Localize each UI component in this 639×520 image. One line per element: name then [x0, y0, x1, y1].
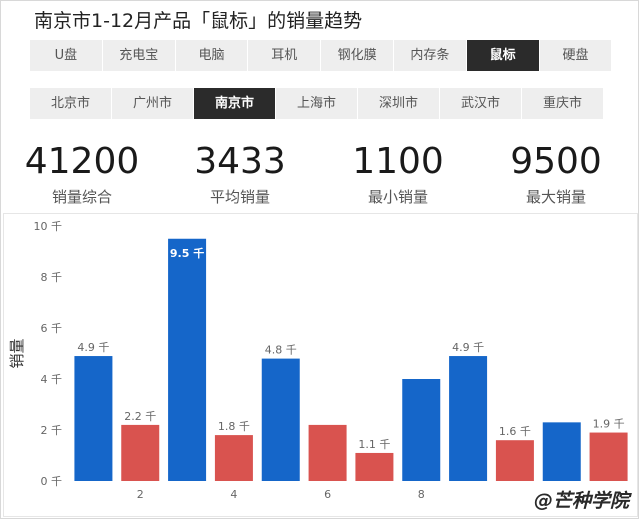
product-button-3[interactable]: 耳机: [248, 40, 322, 71]
city-button-3[interactable]: 上海市: [276, 88, 358, 119]
kpi-min: 1100 最小销量: [318, 140, 478, 208]
product-button-2[interactable]: 电脑: [175, 40, 249, 71]
kpi-max: 9500 最大销量: [476, 140, 636, 208]
page-title: 南京市1-12月产品「鼠标」的销量趋势: [34, 10, 363, 32]
kpi-total-label: 销量综合: [51, 188, 112, 206]
kpi-total: 41200 销量综合: [2, 140, 162, 208]
x-tick-label: 6: [324, 488, 331, 501]
kpi-min-value: 1100: [352, 141, 444, 182]
x-tick-label: 2: [137, 488, 144, 501]
x-tick-label: 4: [230, 488, 237, 501]
data-label: 1.9 千: [593, 418, 625, 431]
product-button-4[interactable]: 钢化膜: [321, 40, 394, 71]
x-tick-label: 8: [418, 488, 425, 501]
y-tick-label: 8 千: [41, 271, 63, 284]
city-slicer: 北京市 广州市 南京市 上海市 深圳市 武汉市 重庆市: [30, 88, 604, 119]
data-label: 1.8 千: [218, 420, 250, 433]
product-button-1[interactable]: 充电宝: [102, 40, 176, 71]
kpi-min-label: 最小销量: [367, 188, 428, 206]
data-label: 1.1 千: [358, 438, 390, 451]
kpi-average-value: 3433: [194, 141, 286, 182]
city-button-4[interactable]: 深圳市: [358, 88, 440, 119]
y-tick-label: 6 千: [41, 322, 63, 335]
y-tick-label: 4 千: [41, 373, 63, 386]
product-button-0[interactable]: U盘: [30, 40, 103, 71]
kpi-total-value: 41200: [24, 141, 140, 182]
city-button-0[interactable]: 北京市: [30, 88, 112, 119]
sales-chart: 销量 0 千 2 千 4 千 6 千 8 千 10 千 4.9 千 2.2 千 9.5 千 1.8 …: [3, 213, 638, 517]
y-tick-label: 10 千: [34, 220, 63, 233]
product-button-7[interactable]: 硬盘: [539, 40, 613, 71]
y-tick-label: 2 千: [41, 424, 63, 437]
product-button-6[interactable]: 鼠标: [466, 40, 540, 71]
kpi-max-label: 最大销量: [525, 188, 586, 206]
city-button-2[interactable]: 南京市: [194, 88, 276, 119]
data-label: 4.9 千: [77, 341, 109, 354]
data-label: 4.9 千: [452, 341, 484, 354]
bar: [74, 356, 113, 481]
bar: [542, 422, 581, 481]
bar: [589, 432, 628, 481]
y-tick-label: 0 千: [41, 475, 63, 488]
bar: [308, 424, 347, 481]
data-label: 9.5 千: [170, 246, 204, 260]
data-label: 1.6 千: [499, 425, 531, 438]
bar: [168, 238, 207, 481]
bar: [449, 356, 488, 481]
bar: [355, 452, 394, 481]
bar: [261, 358, 300, 481]
kpi-average: 3433 平均销量: [160, 140, 320, 208]
city-button-5[interactable]: 武汉市: [440, 88, 522, 119]
city-button-6[interactable]: 重庆市: [522, 88, 604, 119]
product-slicer: U盘 充电宝 电脑 耳机 钢化膜 内存条 鼠标 硬盘: [30, 40, 613, 71]
bar: [402, 379, 441, 481]
city-button-1[interactable]: 广州市: [112, 88, 194, 119]
y-axis-title: 销量: [8, 338, 26, 368]
sales-chart-svg: 销量 0 千 2 千 4 千 6 千 8 千 10 千 4.9 千 2.2 千 9.5 千 1.8 …: [8, 220, 628, 501]
kpi-average-label: 平均销量: [209, 188, 270, 206]
watermark: @芒种学院: [533, 490, 629, 512]
kpi-max-value: 9500: [510, 141, 602, 182]
bar: [495, 440, 534, 481]
data-label: 4.8 千: [265, 344, 297, 357]
bar: [214, 435, 253, 481]
data-label: 2.2 千: [124, 410, 156, 423]
product-button-5[interactable]: 内存条: [393, 40, 467, 71]
bar: [121, 424, 160, 481]
